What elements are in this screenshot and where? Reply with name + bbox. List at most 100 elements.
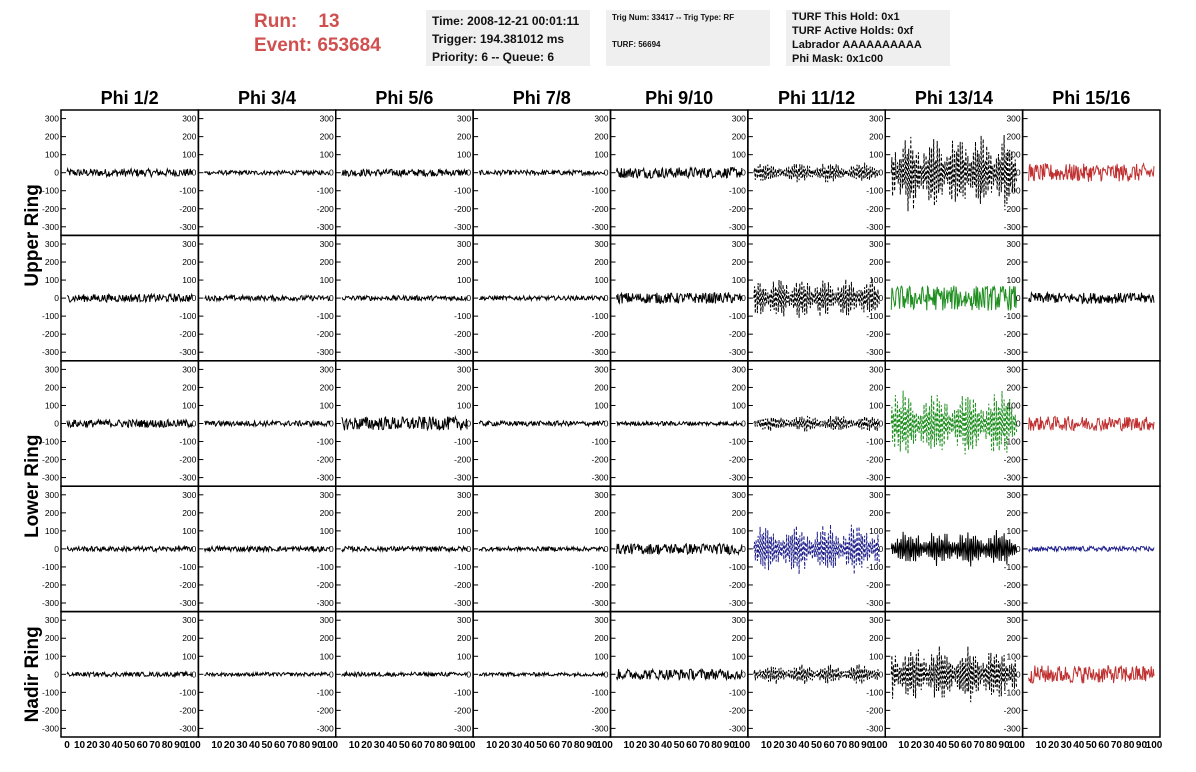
x-tick-label: 90 <box>312 740 324 751</box>
y-tick-label: 300 <box>45 364 59 374</box>
waveform-trace <box>753 664 880 685</box>
y-tick-label: 0 <box>879 669 884 679</box>
y-tick-label: 100 <box>869 150 883 160</box>
y-tick-label: 0 <box>192 419 197 429</box>
y-tick-label: 200 <box>320 132 334 142</box>
x-tick-label: 60 <box>1098 740 1110 751</box>
x-tick-label: 10 <box>349 740 361 751</box>
x-tick-label: 50 <box>811 740 823 751</box>
y-tick-label: -100 <box>179 437 196 447</box>
y-tick-label: 100 <box>1006 275 1020 285</box>
y-tick-label: 100 <box>320 150 334 160</box>
y-tick-label: -200 <box>866 329 883 339</box>
y-tick-label: -200 <box>42 580 59 590</box>
x-tick-label: 30 <box>923 740 935 751</box>
waveform-trace <box>478 168 605 177</box>
waveform-trace <box>66 670 193 679</box>
y-tick-label: 300 <box>457 114 471 124</box>
y-tick-label: 100 <box>182 526 196 536</box>
y-tick-label: -300 <box>42 222 59 232</box>
y-tick-label: 100 <box>1006 150 1020 160</box>
y-tick-label: 0 <box>879 168 884 178</box>
x-tick-label: 100 <box>1146 740 1163 751</box>
y-tick-label: 100 <box>182 651 196 661</box>
y-tick-label: 200 <box>45 257 59 267</box>
x-tick-label: 70 <box>836 740 848 751</box>
y-tick-label: -300 <box>729 473 746 483</box>
y-tick-label: -100 <box>729 687 746 697</box>
y-tick-label: 200 <box>182 633 196 643</box>
y-tick-label: 300 <box>594 364 608 374</box>
waveform-trace <box>1028 290 1155 305</box>
turf-info-box: TURF This Hold: 0x1 TURF Active Holds: 0… <box>786 10 950 66</box>
waveform-trace <box>1028 545 1155 553</box>
waveform-trace <box>616 667 743 682</box>
y-tick-label: 300 <box>732 114 746 124</box>
y-tick-label: 100 <box>732 400 746 410</box>
y-tick-label: 200 <box>457 508 471 518</box>
y-tick-label: -200 <box>866 580 883 590</box>
y-tick-label: 200 <box>457 132 471 142</box>
y-tick-label: 0 <box>54 293 59 303</box>
y-tick-label: 200 <box>320 382 334 392</box>
y-tick-label: 200 <box>45 633 59 643</box>
y-tick-label: -300 <box>42 598 59 608</box>
y-tick-label: -100 <box>591 186 608 196</box>
y-tick-label: 300 <box>594 615 608 625</box>
y-tick-label: -200 <box>179 329 196 339</box>
y-tick-label: 200 <box>594 132 608 142</box>
event-value: 653684 <box>317 35 381 56</box>
waveform-trace <box>341 670 468 679</box>
y-tick-label: 0 <box>466 168 471 178</box>
waveform-trace <box>616 542 743 556</box>
y-tick-label: -200 <box>866 204 883 214</box>
column-header: Phi 3/4 <box>238 88 296 108</box>
y-tick-label: -300 <box>317 473 334 483</box>
x-tick-label: 90 <box>449 740 461 751</box>
y-tick-label: -200 <box>729 580 746 590</box>
y-tick-label: 0 <box>466 544 471 554</box>
x-tick-label: 40 <box>386 740 398 751</box>
y-tick-label: 100 <box>594 651 608 661</box>
y-tick-label: -200 <box>591 329 608 339</box>
x-tick-label: 70 <box>287 740 299 751</box>
x-tick-label: 20 <box>224 740 236 751</box>
y-tick-label: 300 <box>457 364 471 374</box>
x-tick-label: 80 <box>436 740 448 751</box>
y-tick-label: 300 <box>320 239 334 249</box>
y-tick-label: -100 <box>866 437 883 447</box>
y-tick-label: 300 <box>732 364 746 374</box>
turf-active-text: TURF Active Holds: 0xf <box>792 25 914 37</box>
y-tick-label: -100 <box>729 437 746 447</box>
waveform-trace <box>341 415 468 432</box>
y-tick-label: 300 <box>869 490 883 500</box>
y-tick-label: 100 <box>457 400 471 410</box>
y-tick-label: -300 <box>591 723 608 733</box>
y-tick-label: 0 <box>604 419 609 429</box>
y-tick-label: 300 <box>869 114 883 124</box>
waveform-trace <box>890 529 1018 567</box>
y-tick-label: 0 <box>329 168 334 178</box>
y-tick-label: -200 <box>454 580 471 590</box>
y-tick-label: 0 <box>54 419 59 429</box>
y-tick-label: -300 <box>1004 222 1021 232</box>
y-tick-label: -100 <box>454 186 471 196</box>
y-tick-label: 0 <box>192 168 197 178</box>
waveform-trace <box>67 292 193 304</box>
waveform-trace <box>478 419 605 428</box>
y-tick-label: -100 <box>866 687 883 697</box>
x-tick-label: 10 <box>623 740 635 751</box>
y-tick-label: -200 <box>1004 705 1021 715</box>
y-tick-label: 300 <box>594 239 608 249</box>
y-tick-label: -100 <box>454 437 471 447</box>
y-tick-label: 100 <box>594 150 608 160</box>
waveform-trace <box>1028 162 1155 182</box>
y-tick-label: -300 <box>1004 598 1021 608</box>
y-tick-label: 100 <box>732 651 746 661</box>
y-tick-label: 0 <box>604 168 609 178</box>
y-tick-label: -300 <box>866 598 883 608</box>
y-tick-label: -100 <box>454 687 471 697</box>
x-tick-label: 60 <box>961 740 973 751</box>
waveform-trace <box>890 134 1018 212</box>
y-tick-label: 0 <box>741 669 746 679</box>
